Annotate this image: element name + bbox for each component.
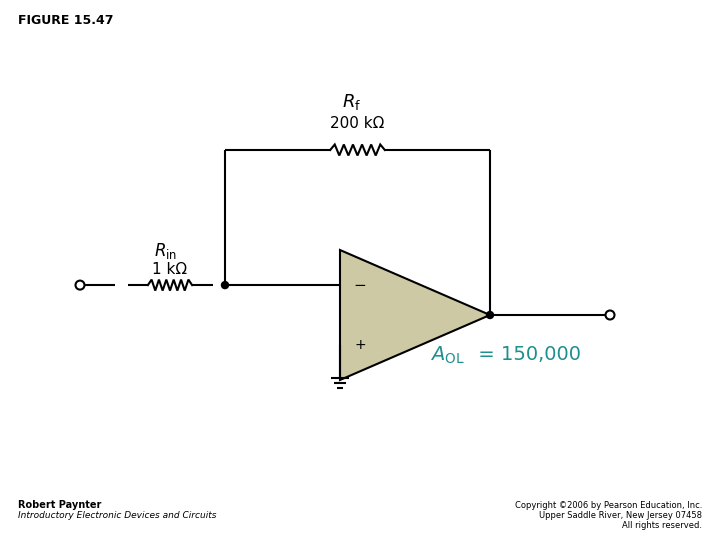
Text: Robert Paynter: Robert Paynter: [18, 500, 102, 510]
Text: −: −: [354, 278, 366, 293]
Text: $\it{R}_{\rm in}$: $\it{R}_{\rm in}$: [154, 241, 178, 261]
Circle shape: [222, 281, 228, 288]
Text: Introductory Electronic Devices and Circuits: Introductory Electronic Devices and Circ…: [18, 511, 217, 520]
Text: 200 kΩ: 200 kΩ: [330, 116, 384, 131]
Polygon shape: [340, 250, 490, 380]
Text: +: +: [354, 338, 366, 352]
Text: All rights reserved.: All rights reserved.: [622, 521, 702, 530]
Text: 1 kΩ: 1 kΩ: [153, 262, 188, 277]
Text: Upper Saddle River, New Jersey 07458: Upper Saddle River, New Jersey 07458: [539, 511, 702, 520]
Text: $\it{R}_{\rm f}$: $\it{R}_{\rm f}$: [342, 92, 361, 112]
Text: = 150,000: = 150,000: [472, 346, 581, 365]
Text: FIGURE 15.47: FIGURE 15.47: [18, 14, 114, 27]
Text: $\it{A}_{\rm OL}$: $\it{A}_{\rm OL}$: [430, 345, 464, 366]
Circle shape: [487, 312, 493, 319]
Text: Copyright ©2006 by Pearson Education, Inc.: Copyright ©2006 by Pearson Education, In…: [515, 501, 702, 510]
